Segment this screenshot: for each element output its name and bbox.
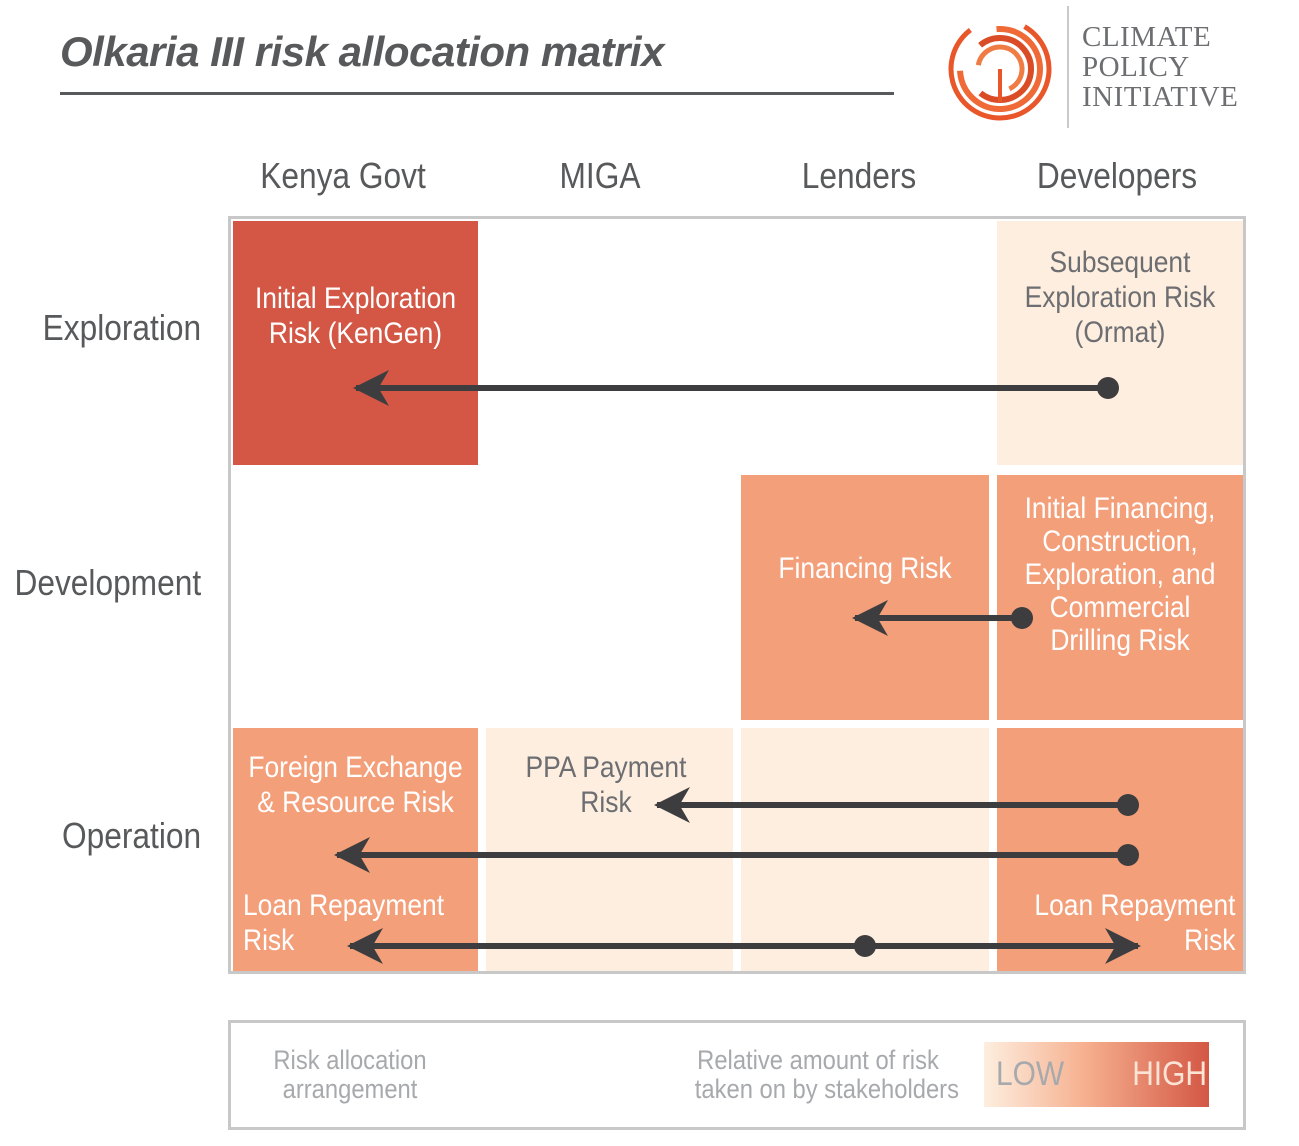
logo-line: CLIMATE [1082,21,1212,53]
cell-label: Initial Exploration Risk (KenGen) [254,282,457,350]
logo-line: POLICY [1082,51,1190,83]
arrow-financing-transfer [852,600,1033,636]
column-header-miga: MIGA [559,155,641,196]
cell-exploration-developers: Subsequent Exploration Risk (Ormat) [997,221,1243,465]
column-header-kenya-govt: Kenya Govt [260,155,426,196]
cell-label-fx-resource: Foreign Exchange & Resource Risk [248,751,463,819]
arrow-exploration-transfer [353,370,1119,406]
cell-label-loan-repayment: Loan Repayment Risk [243,889,445,957]
arrow-ppa-payment-transfer [654,787,1139,823]
cell-label: Loan Repayment Risk [1033,889,1235,957]
row-header-exploration: Exploration [42,307,201,348]
cell-development-developers: Initial Financing, Construction, Explora… [997,475,1243,720]
arrow-loan-repayment-split [347,928,1141,964]
legend-arrangement-label: Risk allocation arrangement [273,1045,427,1104]
column-header-developers: Developers [1036,155,1198,196]
scale-low-label: LOW [996,1055,1065,1093]
cell-label: PPA Payment Risk [525,751,687,819]
risk-scale-bar [984,1042,1209,1107]
cell-development-lenders: Financing Risk [741,475,989,720]
logo-divider [1067,6,1069,128]
logo-line: INITIATIVE [1082,81,1239,113]
cell-exploration-kenya-govt: Initial Exploration Risk (KenGen) [233,221,478,465]
scale-high-label: HIGH [1132,1055,1207,1093]
cell-label: Financing Risk [778,552,952,585]
logo-wordmark: CLIMATE POLICY INITIATIVE [1082,22,1238,112]
climate-policy-initiative-logo [948,17,1052,121]
row-header-development: Development [14,562,201,603]
page-title: Olkaria III risk allocation matrix [60,28,664,75]
title-underline [60,92,894,95]
row-header-operation: Operation [61,815,201,856]
cell-label: Subsequent Exploration Risk (Ormat) [1024,246,1216,349]
arrow-fx-resource-transfer [334,837,1139,873]
column-header-lenders: Lenders [801,155,917,196]
legend-relative-label: Relative amount of risk taken on by stak… [694,1045,959,1104]
cell-label: Initial Financing, Construction, Explora… [1024,492,1216,657]
